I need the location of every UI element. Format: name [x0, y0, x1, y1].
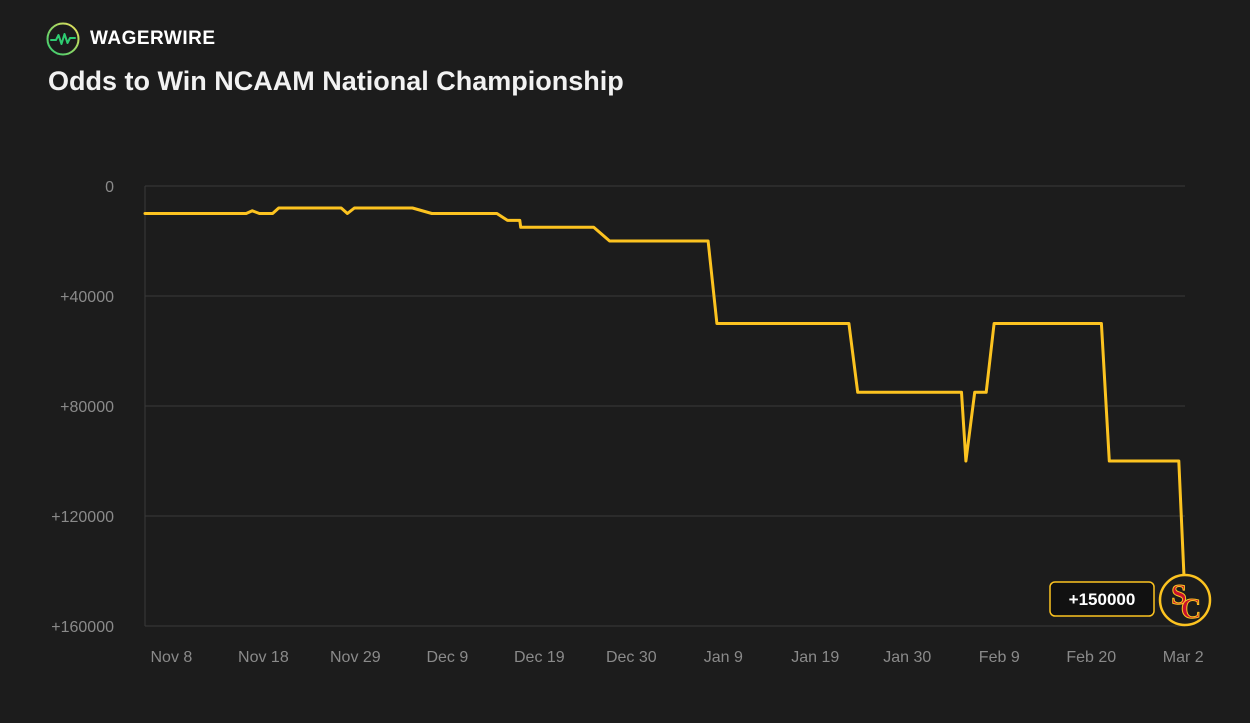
x-tick-label: Mar 2	[1163, 649, 1204, 666]
x-tick-label: Jan 19	[791, 649, 839, 666]
x-tick-label: Dec 30	[606, 649, 657, 666]
brand-name: WAGERWIRE	[90, 28, 216, 49]
chart-grid	[144, 185, 1185, 627]
x-tick-label: Nov 18	[238, 649, 289, 666]
pulse-circle-icon	[46, 22, 80, 56]
x-tick-label: Dec 19	[514, 649, 565, 666]
y-tick-label: +80000	[60, 399, 114, 416]
svg-text:C: C	[1181, 594, 1201, 625]
x-tick-label: Dec 9	[426, 649, 468, 666]
x-tick-label: Nov 8	[150, 649, 192, 666]
x-tick-label: Feb 20	[1066, 649, 1116, 666]
x-tick-label: Jan 30	[883, 649, 931, 666]
brand: WAGERWIRE	[46, 22, 216, 56]
x-tick-label: Jan 9	[704, 649, 743, 666]
x-axis-labels: Nov 8 Nov 18 Nov 29 Dec 9 Dec 19 Dec 30 Jan 9 J…	[150, 649, 1203, 666]
y-tick-label: +40000	[60, 289, 114, 306]
series-line-usc	[143, 206, 1187, 600]
y-axis-labels: 0 +40000 +80000 +120000 +160000	[51, 179, 114, 636]
last-value-badge: +150000	[1049, 581, 1155, 617]
x-tick-label: Nov 29	[330, 649, 381, 666]
y-tick-label: +120000	[51, 509, 114, 526]
svg-text:S: S	[1171, 580, 1187, 611]
y-tick-label: +160000	[51, 619, 114, 636]
y-tick-label: 0	[105, 179, 114, 196]
x-tick-label: Feb 9	[979, 649, 1020, 666]
page-title: Odds to Win NCAAM National Championship	[48, 66, 624, 96]
usc-logo-icon: S C	[1158, 573, 1212, 627]
last-value-label: +150000	[1069, 590, 1136, 609]
